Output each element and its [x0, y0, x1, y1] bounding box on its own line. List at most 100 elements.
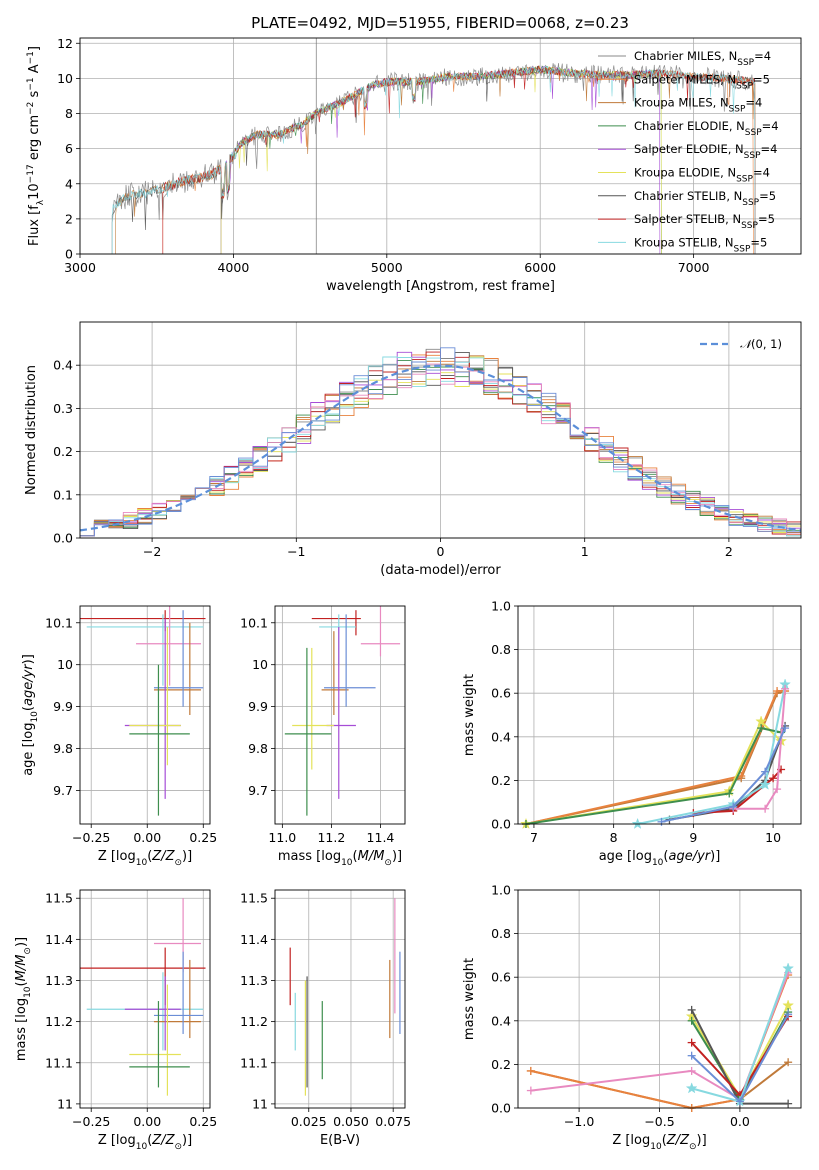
y-tick-label: 11.3	[45, 973, 73, 988]
spectrum-line-4	[220, 65, 661, 255]
label-part: Kroupa ELODIE, N	[634, 166, 736, 180]
y-tick-label: 1.0	[491, 883, 511, 898]
y-tick-label: 11.5	[45, 891, 73, 906]
plots-layer: 3000 4000 5000 6000 7000024681012wavelength …	[14, 36, 802, 1152]
label-part: s	[27, 90, 42, 101]
error-point-1	[86, 614, 204, 686]
y-tick-label: 11.3	[240, 973, 268, 988]
weight-line	[525, 719, 782, 825]
label-part: 10	[136, 1142, 148, 1152]
gaussian-curve	[79, 364, 802, 532]
y-tick-label: 10	[252, 657, 268, 672]
y-tick-label: 2	[65, 211, 73, 226]
x-tick-label: 6000	[524, 260, 556, 275]
label-part: )]	[14, 937, 29, 947]
label-part: =5	[753, 72, 770, 86]
x-tick-label: 4000	[217, 260, 249, 275]
label-part: SSP	[734, 244, 751, 254]
label-part: age/yr	[21, 663, 36, 706]
legend-label: Salpeter ELODIE, NSSP=4	[634, 142, 777, 161]
label-part: −17	[26, 164, 36, 183]
plot-area	[80, 606, 210, 824]
label-part: )]	[697, 1133, 707, 1148]
legend-label: Kroupa ELODIE, NSSP=4	[634, 166, 770, 185]
y-tick-label: 11.4	[45, 932, 73, 947]
label-part: (	[147, 1133, 152, 1148]
label-part: Z/Z	[151, 1133, 175, 1148]
y-tick-label: 11.2	[45, 1014, 73, 1029]
y-tick-label: 11.4	[240, 932, 268, 947]
legend-label: Chabrier MILES, NSSP=4	[634, 49, 771, 68]
error-point-3	[153, 622, 202, 715]
x-tick-label: 0.25	[189, 1114, 217, 1129]
plot-area	[275, 606, 405, 824]
label-part: 10	[650, 1142, 662, 1152]
x-tick-label: 0.050	[333, 1114, 369, 1129]
figure-title: PLATE=0492, MJD=51955, FIBERID=0068, z=0…	[251, 14, 629, 32]
y-tick-label: 10	[57, 657, 73, 672]
x-tick-label: −0.25	[72, 1114, 110, 1129]
x-tick-label: −2	[143, 544, 161, 559]
label-part: M/M	[358, 849, 385, 864]
y-tick-label: 1.0	[491, 599, 511, 614]
label-part: A	[27, 64, 42, 77]
label-part: ⊙	[23, 947, 33, 955]
label-part: Chabrier MILES, N	[634, 49, 737, 63]
y-tick-label: 9.7	[53, 783, 73, 798]
label-part: (	[147, 849, 152, 864]
label-part: −1	[26, 77, 36, 90]
label-part: 10	[136, 858, 148, 868]
y-tick-label: 0.0	[53, 531, 73, 546]
plot-residuals: −2 −1 0 1 2 0.0 0.1 0.2 0.3 0.4 (data-model)/error…	[24, 321, 802, 578]
error-point-6	[129, 984, 181, 1096]
star-marker	[782, 962, 795, 974]
label-part: Salpeter MILES, N	[634, 72, 736, 86]
y-tick-label: 0.2	[491, 1057, 511, 1072]
y-tick-label: 10.1	[45, 615, 73, 630]
error-point-1	[319, 614, 356, 665]
legend-label: Chabrier STELIB, NSSP=5	[634, 189, 776, 208]
plot-area	[80, 890, 210, 1108]
x-axis-label: wavelength [Angstrom, rest frame]	[326, 279, 555, 294]
star-marker	[755, 715, 768, 727]
label-part: SSP	[736, 175, 753, 185]
label-part: 10	[23, 986, 33, 998]
x-axis-label: age [log10(age/yr)]	[599, 849, 721, 868]
label-part: SSP	[744, 151, 761, 161]
x-axis-label: Z [log10(Z/Z⊙)]	[98, 1133, 192, 1152]
x-tick-label: 11.4	[367, 830, 395, 845]
legend-label: Salpeter STELIB, NSSP=5	[634, 212, 775, 231]
label-part: erg cm	[27, 115, 42, 164]
plot-area	[79, 322, 802, 539]
error-point-6	[129, 626, 181, 766]
label-part: 10	[652, 858, 664, 868]
y-axis-label: mass [log10(M/M⊙)]	[14, 937, 33, 1061]
label-part: )]	[21, 654, 36, 664]
star-marker	[782, 999, 795, 1011]
y-axis-label: Normed distribution	[24, 365, 39, 495]
error-point-1	[86, 972, 204, 1051]
label-part: (	[663, 849, 668, 864]
x-axis-label: Z [log10(Z/Z⊙)]	[98, 849, 192, 868]
y-tick-label: 12	[57, 36, 73, 51]
label-part: =4	[745, 96, 762, 110]
error-point-6	[292, 647, 334, 770]
label-part: age/yr	[668, 849, 711, 864]
star-marker	[759, 778, 772, 790]
label-part: 10	[30, 711, 40, 723]
plot-frame	[274, 605, 406, 825]
label-part: Salpeter STELIB, N	[634, 212, 741, 226]
label-part: ⊙	[174, 1142, 182, 1152]
label-part: Kroupa STELIB, N	[634, 235, 734, 249]
label-part: ⊙	[689, 1142, 697, 1152]
label-part: Chabrier STELIB, N	[634, 189, 742, 203]
label-part: SSP	[741, 221, 758, 231]
x-tick-label: −1	[287, 544, 305, 559]
x-tick-label: 8	[610, 830, 618, 845]
label-part: Z/Z	[666, 1133, 690, 1148]
label-part: Kroupa MILES, N	[634, 96, 729, 110]
y-tick-label: 10.1	[240, 615, 268, 630]
x-tick-label: 10	[765, 830, 781, 845]
y-tick-label: 0.6	[491, 686, 511, 701]
